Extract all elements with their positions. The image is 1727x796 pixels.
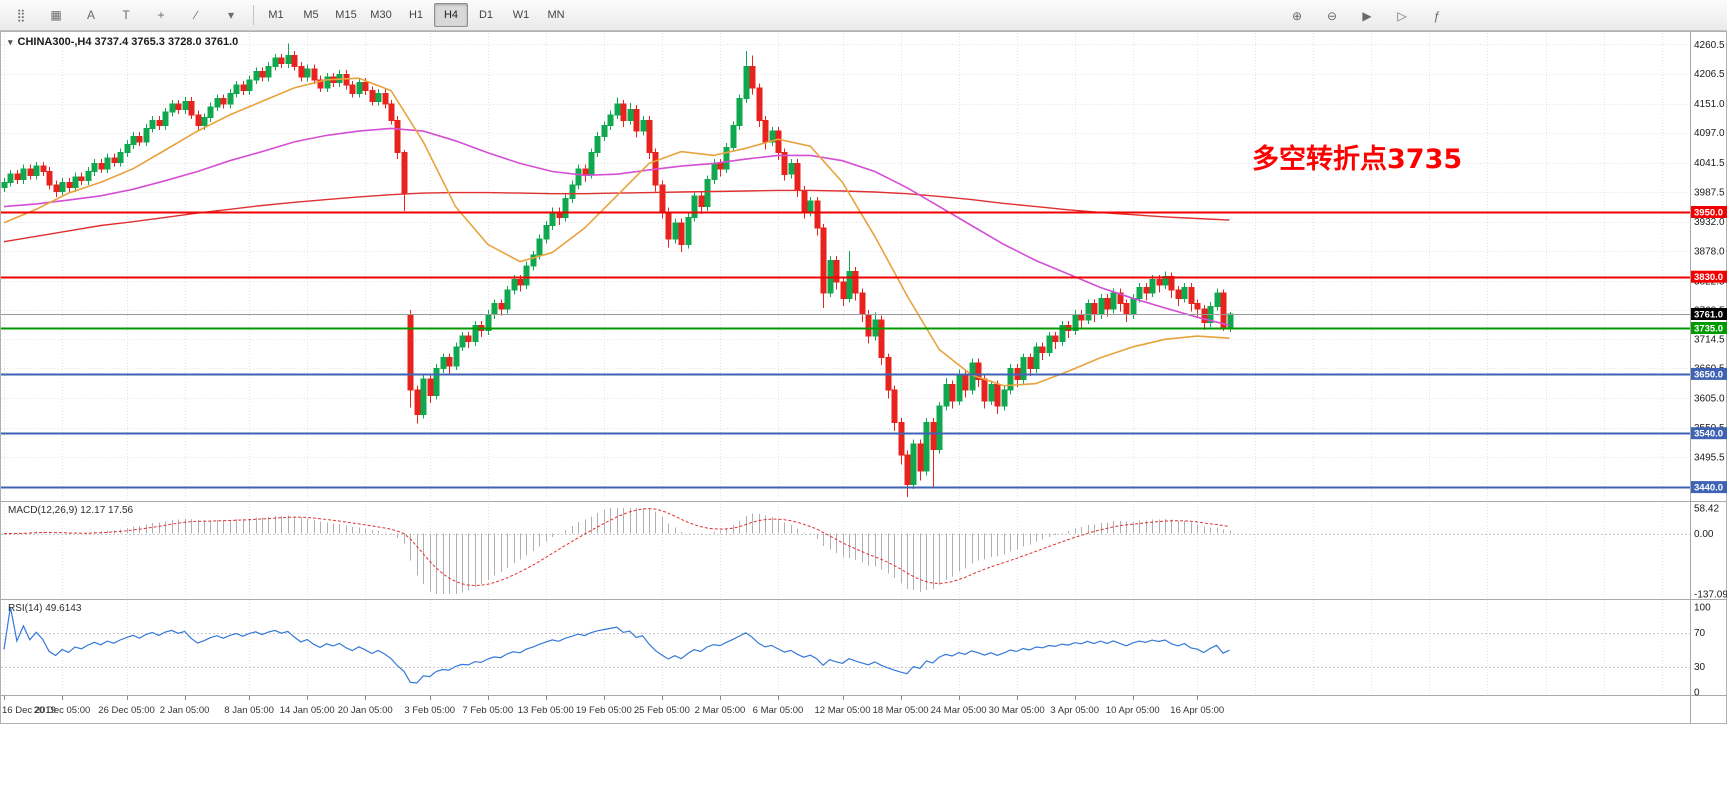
chart-shift-icon[interactable]: ▷ [1397,9,1407,23]
macd-signal-line [3,508,1230,587]
svg-text:10 Apr 05:00: 10 Apr 05:00 [1106,705,1160,716]
timeframe-button-MN[interactable]: MN [547,9,565,21]
svg-text:20 Jan 05:00: 20 Jan 05:00 [338,705,393,716]
macd-layer [3,508,1231,594]
grid-icon[interactable]: ▦ [50,8,62,22]
svg-text:3761.0: 3761.0 [1694,309,1723,320]
price-badge-3761.0: 3761.0 [1691,308,1727,320]
tools-dropdown-icon[interactable]: ▾ [227,8,235,22]
svg-text:8 Jan 05:00: 8 Jan 05:00 [224,705,274,716]
svg-text:3 Feb 05:00: 3 Feb 05:00 [404,705,455,716]
svg-text:16 Dec 2019: 16 Dec 2019 [2,705,56,716]
svg-text:3605.0: 3605.0 [1694,394,1725,405]
toolbar-left-icons: ⣿ ▦ A T + ∕ ▾ [4,3,248,27]
svg-text:0: 0 [1694,688,1700,699]
trendline-tool-icon[interactable]: ∕ [194,8,197,22]
svg-text:3878.0: 3878.0 [1694,246,1725,257]
price-badge-3830.0: 3830.0 [1691,270,1727,283]
svg-text:4260.5: 4260.5 [1694,40,1725,51]
auto-scroll-icon[interactable]: ▶ [1362,9,1372,23]
toolbar-right-icons: ⊕ ⊖ ▶ ▷ ƒ [1280,4,1454,28]
frame-layer [0,31,1727,724]
rsi-line [3,606,1230,684]
svg-text:3950.0: 3950.0 [1694,208,1723,219]
toolbar-separator [253,5,254,25]
svg-text:18 Mar 05:00: 18 Mar 05:00 [873,705,929,716]
timeframe-button-M5[interactable]: M5 [303,9,319,21]
svg-text:16 Apr 05:00: 16 Apr 05:00 [1170,705,1224,716]
svg-text:100: 100 [1694,603,1711,614]
level-lines-layer [1,211,1690,489]
svg-text:7 Feb 05:00: 7 Feb 05:00 [462,705,513,716]
zoom-in-icon[interactable]: ⊕ [1291,9,1303,23]
svg-text:3830.0: 3830.0 [1694,272,1723,283]
crosshair-icon[interactable]: + [157,8,165,22]
text-tool-icon[interactable]: T [122,8,130,22]
svg-text:4151.0: 4151.0 [1694,99,1725,110]
svg-text:0.00: 0.00 [1694,529,1714,540]
svg-text:3987.5: 3987.5 [1694,187,1725,198]
price-badge-3440.0: 3440.0 [1691,481,1727,494]
svg-text:3932.0: 3932.0 [1694,217,1725,228]
svg-text:2 Mar 05:00: 2 Mar 05:00 [695,705,746,716]
svg-text:3714.5: 3714.5 [1694,335,1725,346]
svg-text:3540.0: 3540.0 [1694,429,1723,440]
svg-text:2 Jan 05:00: 2 Jan 05:00 [160,705,210,716]
svg-text:13 Feb 05:00: 13 Feb 05:00 [518,705,574,716]
svg-text:14 Jan 05:00: 14 Jan 05:00 [280,705,335,716]
svg-text:3735.0: 3735.0 [1694,323,1723,334]
svg-text:-137.09: -137.09 [1694,590,1727,601]
svg-text:30 Mar 05:00: 30 Mar 05:00 [989,705,1045,716]
svg-text:12 Mar 05:00: 12 Mar 05:00 [815,705,871,716]
main-toolbar: ⣿ ▦ A T + ∕ ▾ M1 M5 M15 M30 H1 H4 D1 W1 MN ⊕ ⊖ ▶ ▷ ƒ [0,0,1727,31]
ma-mid-line [3,127,1230,327]
svg-text:30: 30 [1694,662,1706,673]
price-badge-3540.0: 3540.0 [1691,427,1727,440]
svg-text:4097.0: 4097.0 [1694,128,1725,139]
price-badge-3650.0: 3650.0 [1691,367,1727,380]
svg-text:4041.5: 4041.5 [1694,158,1725,169]
price-badge-3735.0: 3735.0 [1691,322,1727,334]
price-badge-3950.0: 3950.0 [1691,206,1727,219]
svg-text:4206.5: 4206.5 [1694,69,1725,80]
timeframe-button-W1[interactable]: W1 [512,9,530,21]
timeframe-button-M15[interactable]: M15 [335,9,357,21]
svg-text:3650.0: 3650.0 [1694,369,1723,380]
svg-text:24 Mar 05:00: 24 Mar 05:00 [931,705,987,716]
svg-text:6 Mar 05:00: 6 Mar 05:00 [753,705,804,716]
toolbar-grip-icon[interactable]: ⣿ [16,8,26,22]
timeframe-button-H4[interactable]: H4 [434,3,468,27]
svg-text:20 Dec 05:00: 20 Dec 05:00 [34,705,91,716]
timeframe-button-M30[interactable]: M30 [370,9,392,21]
ma-fast-line [3,77,1230,387]
svg-text:25 Feb 05:00: 25 Feb 05:00 [634,705,690,716]
timeframe-button-M1[interactable]: M1 [268,9,284,21]
zoom-out-icon[interactable]: ⊖ [1326,9,1338,23]
timeframe-button-H1[interactable]: H1 [408,9,424,21]
timeframe-button-D1[interactable]: D1 [478,9,494,21]
svg-text:3 Apr 05:00: 3 Apr 05:00 [1050,705,1099,716]
rsi-layer [3,606,1230,684]
grid-layer [1,33,1690,695]
price-axis[interactable]: 4260.5 4206.5 4151.0 4097.0 4041.5 3987.5 3932… [1691,40,1727,699]
svg-text:58.42: 58.42 [1694,504,1719,515]
indicators-icon[interactable]: ƒ [1433,9,1441,23]
ma-slow-line [3,189,1230,243]
cursor-icon[interactable]: A [86,8,95,22]
svg-text:26 Dec 05:00: 26 Dec 05:00 [98,705,155,716]
svg-text:3495.5: 3495.5 [1694,453,1725,464]
svg-text:3440.0: 3440.0 [1694,483,1723,494]
timeframe-buttons: M1 M5 M15 M30 H1 H4 D1 W1 MN [259,3,573,27]
svg-text:19 Feb 05:00: 19 Feb 05:00 [576,705,632,716]
svg-text:70: 70 [1694,628,1706,639]
